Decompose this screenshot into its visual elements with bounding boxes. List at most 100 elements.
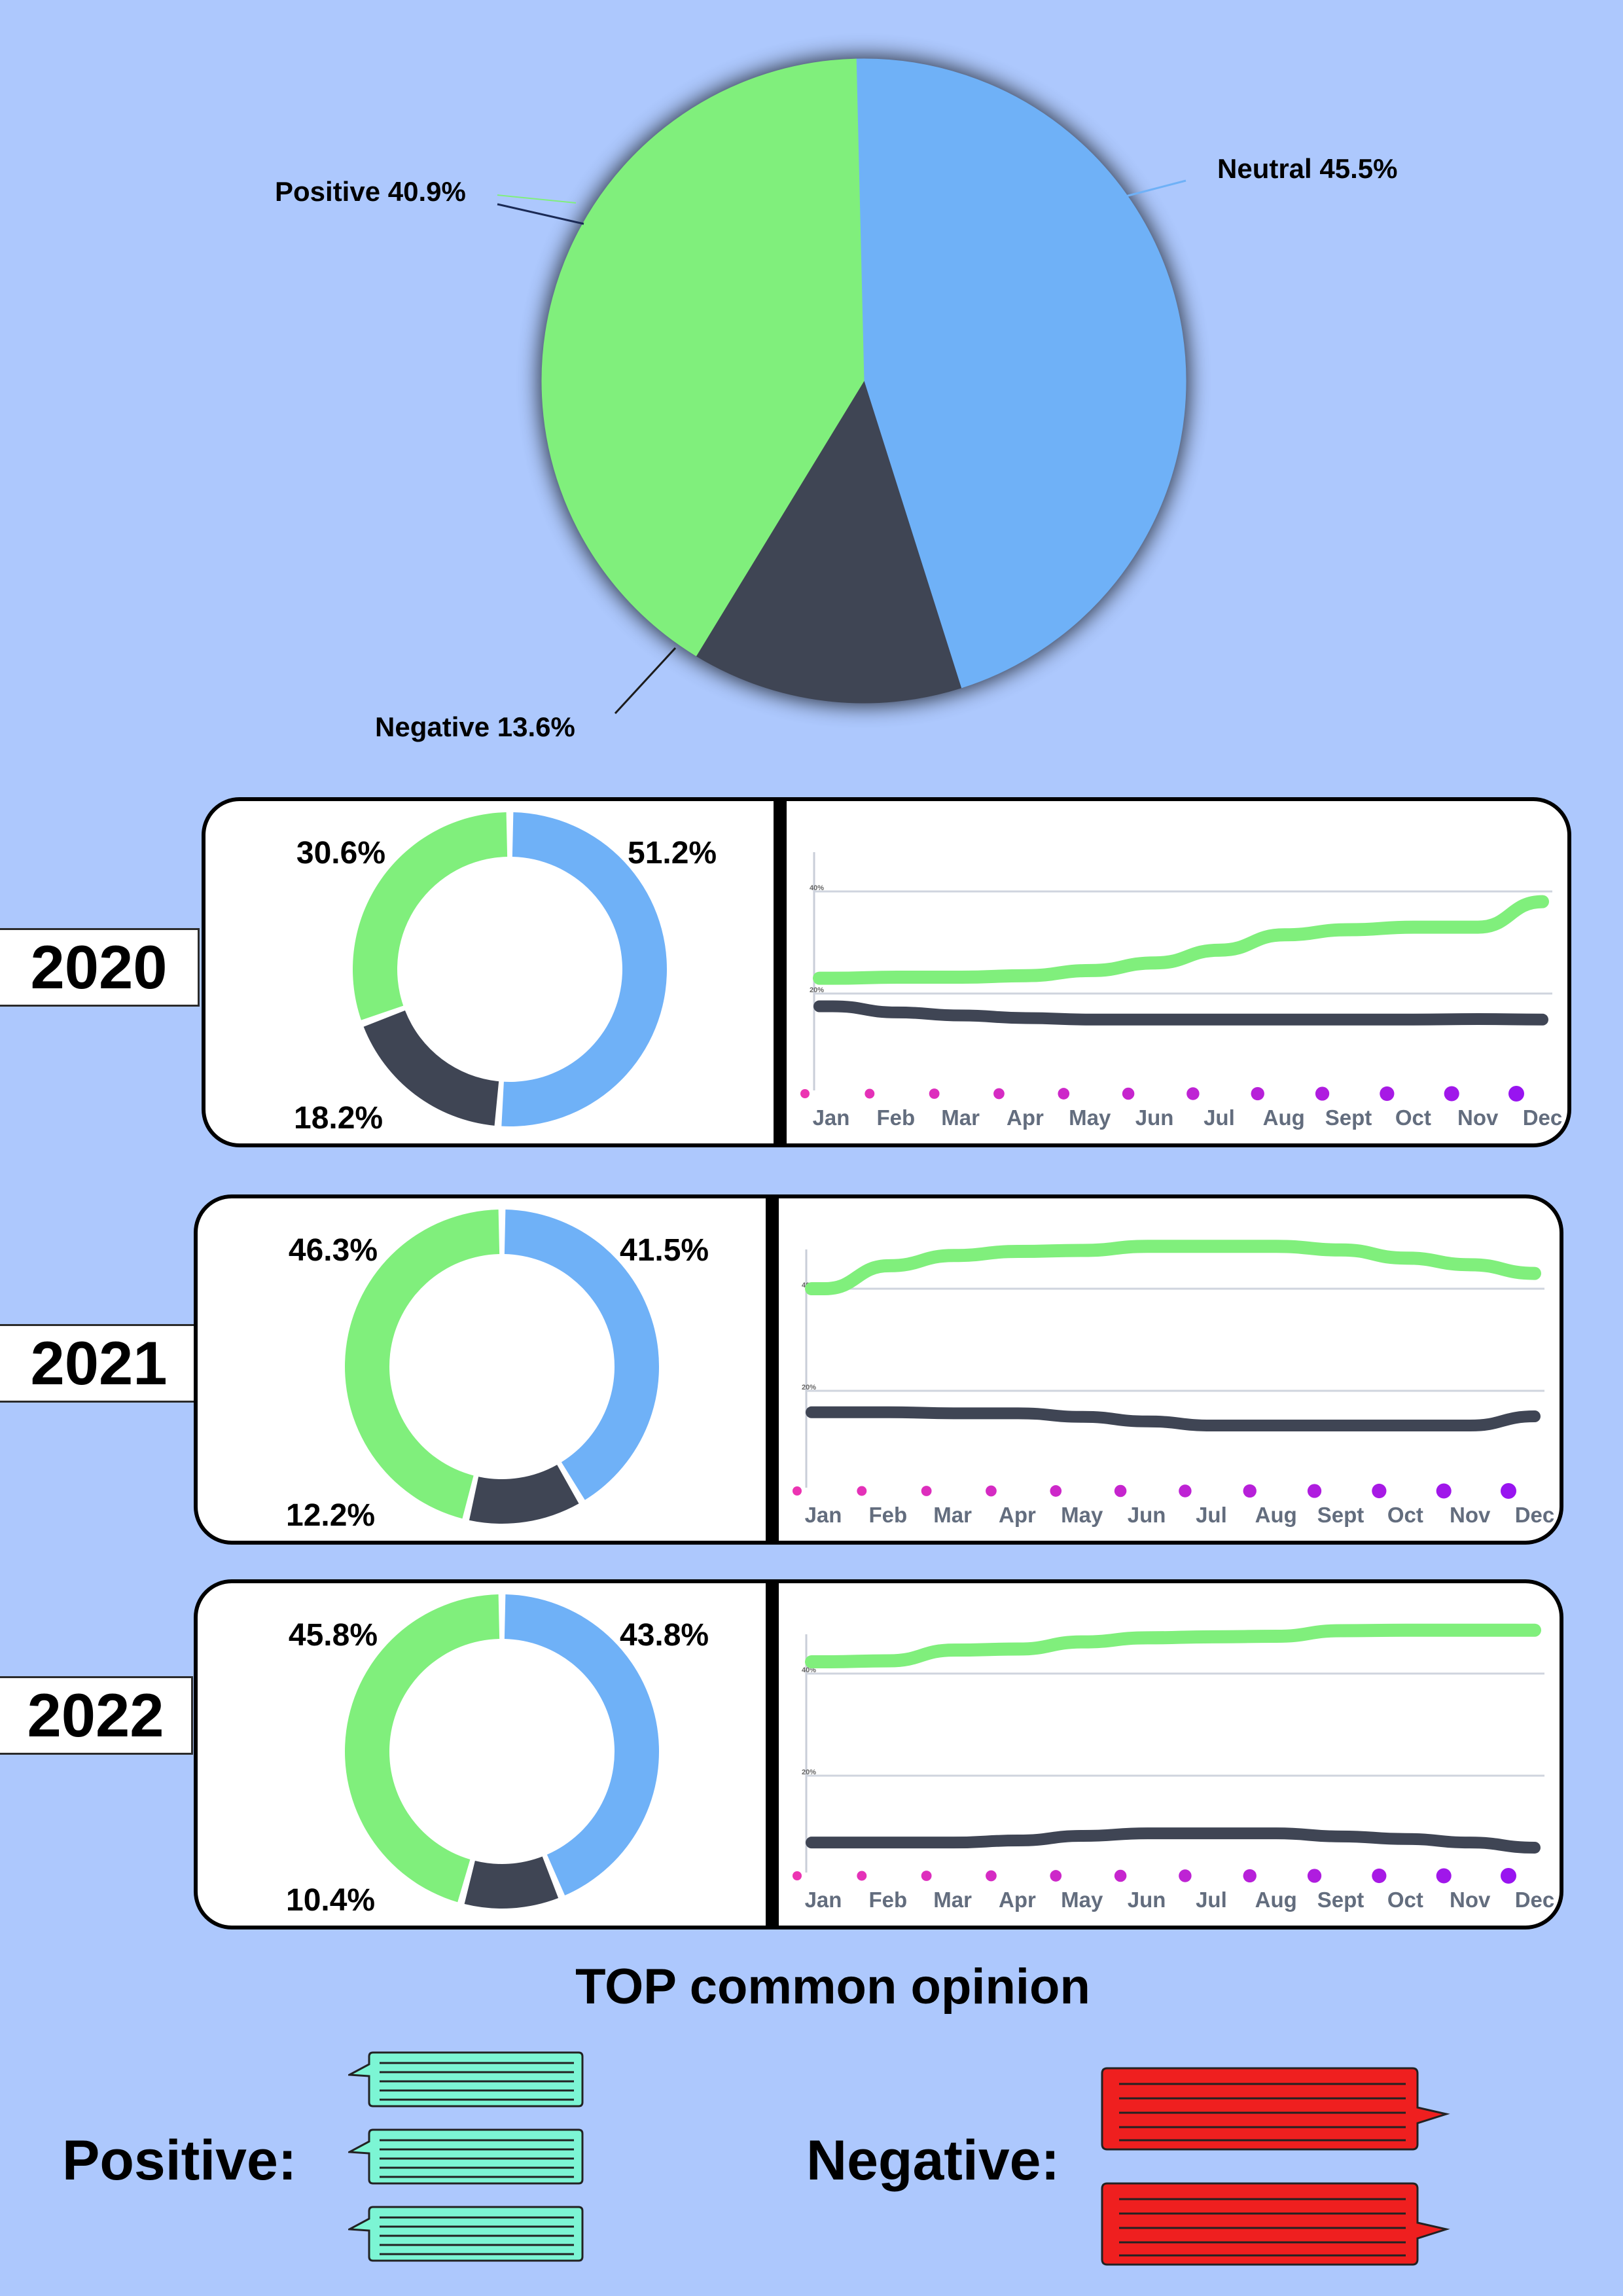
x-marker-dot (929, 1088, 940, 1099)
x-tick-label: Feb (868, 1888, 907, 1912)
x-tick-label: Jul (1204, 1105, 1235, 1130)
x-marker-dot (1186, 1087, 1200, 1100)
x-marker-dot (1372, 1868, 1387, 1884)
x-marker-dot (1380, 1086, 1395, 1102)
donut-label-positive: 30.6% (296, 836, 385, 870)
x-marker-dot (1501, 1868, 1516, 1884)
donut-chart-2022: 43.8% 10.4% 45.8% (286, 1594, 709, 1918)
pie-label-positive: Positive 40.9% (275, 176, 466, 207)
x-marker-dot (921, 1871, 932, 1881)
donut-label-positive: 46.3% (289, 1233, 378, 1268)
year-label-2022: 2022 (0, 1676, 193, 1755)
donut-label-negative: 18.2% (294, 1101, 383, 1136)
x-marker-dot (986, 1485, 997, 1497)
x-tick-label: May (1061, 1888, 1103, 1912)
donut-segment-positive (344, 1594, 500, 1903)
x-tick-label: Oct (1387, 1503, 1423, 1527)
pie-leader-positive (497, 203, 584, 225)
x-tick-label: Jul (1196, 1888, 1227, 1912)
negative-comment-bubble (1101, 2182, 1450, 2266)
line-series-positive (805, 1240, 1541, 1295)
donut-segment-negative (464, 1856, 559, 1909)
x-marker-dot (1243, 1869, 1257, 1883)
donut-segment-positive (352, 812, 508, 1020)
x-tick-label: Jun (1128, 1888, 1166, 1912)
donut-segment-neutral (501, 812, 667, 1126)
x-tick-label: Dec (1515, 1888, 1555, 1912)
x-tick-label: Apr (999, 1503, 1036, 1527)
opinion-title: TOP common opinion (575, 1959, 1090, 2015)
negative-opinion-label: Negative: (806, 2129, 1060, 2192)
donut-label-neutral: 41.5% (620, 1233, 709, 1268)
line-chart-2021: 40%20%Jan Feb Mar Apr May Jun Jul Aug Sept Oct Nov… (793, 1240, 1555, 1527)
pie-label-negative: Negative 13.6% (375, 711, 575, 742)
line-series-negative (806, 1827, 1541, 1854)
x-tick-label: Feb (876, 1105, 915, 1130)
x-tick-label: Dec (1523, 1105, 1563, 1130)
pie-leader-positive-light (497, 194, 577, 204)
x-marker-dot (800, 1089, 810, 1098)
x-marker-dot (857, 1871, 867, 1881)
main-pie-chart: Positive 40.9% Neutral 45.5% Negative 13… (275, 56, 1397, 742)
positive-comment-bubble (348, 2128, 584, 2185)
y-tick-label: 20% (802, 1768, 816, 1776)
line-series-negative (806, 1406, 1541, 1432)
positive-comment-bubble (348, 2206, 584, 2262)
x-marker-dot (1501, 1483, 1516, 1499)
x-marker-dot (1179, 1484, 1192, 1498)
donut-label-neutral: 51.2% (628, 836, 717, 870)
pie-slice-neutral (855, 58, 1186, 689)
x-tick-label: Apr (999, 1888, 1036, 1912)
x-marker-dot (793, 1871, 802, 1880)
pie-label-neutral: Neutral 45.5% (1217, 153, 1397, 184)
x-tick-label: Nov (1450, 1503, 1491, 1527)
x-marker-dot (1436, 1868, 1452, 1884)
x-marker-dot (921, 1486, 932, 1496)
year-card-2020: 51.2% 18.2% 30.6% 40% 20% Jan Feb Mar Apr May Jun… (202, 797, 1571, 1147)
donut-label-positive: 45.8% (289, 1618, 378, 1653)
donut-chart-2021: 41.5% 12.2% 46.3% (286, 1210, 709, 1533)
x-tick-label: Oct (1395, 1105, 1431, 1130)
x-marker-dot (1122, 1087, 1135, 1100)
donut-segment-positive (344, 1210, 500, 1519)
x-tick-label: Aug (1255, 1888, 1297, 1912)
year-label-2021: 2021 (0, 1324, 200, 1403)
year-card-2021: 41.5% 12.2% 46.3% 40% 20% Jan Feb Mar Apr May Jun… (194, 1194, 1563, 1545)
x-marker-dot (1436, 1483, 1452, 1499)
x-marker-dot (1251, 1086, 1264, 1101)
y-tick-label: 20% (810, 986, 824, 994)
line-chart-2020: 40% 20% Jan Feb Mar Apr May Jun Jul Aug Sept Oct Nov… (800, 852, 1563, 1130)
x-marker-dot (1315, 1086, 1330, 1101)
x-marker-dot (1179, 1869, 1192, 1882)
x-tick-label: Dec (1515, 1503, 1555, 1527)
x-marker-dot (793, 1486, 802, 1496)
x-tick-label: Jul (1196, 1503, 1227, 1527)
pie-slice-negative (696, 380, 962, 704)
x-marker-dot (1307, 1869, 1322, 1883)
x-marker-dot (1372, 1483, 1387, 1499)
x-tick-label: Sept (1317, 1888, 1364, 1912)
x-marker-dot (986, 1870, 997, 1882)
x-tick-label: May (1061, 1503, 1103, 1527)
x-tick-label: Sept (1325, 1105, 1372, 1130)
donut-segment-neutral (504, 1594, 660, 1895)
x-tick-label: Sept (1317, 1503, 1364, 1527)
x-tick-label: Mar (933, 1888, 972, 1912)
x-tick-label: Nov (1450, 1888, 1491, 1912)
x-tick-label: Oct (1387, 1888, 1423, 1912)
x-tick-label: Nov (1457, 1105, 1499, 1130)
x-marker-dot (1050, 1485, 1062, 1497)
pie-slice-positive (541, 58, 865, 656)
x-tick-label: Jun (1135, 1105, 1174, 1130)
x-marker-dot (1114, 1484, 1127, 1498)
card-divider (766, 1583, 779, 1926)
positive-opinion-label: Positive: (62, 2129, 297, 2192)
x-marker-dot (1058, 1088, 1070, 1100)
donut-label-neutral: 43.8% (620, 1618, 709, 1653)
x-marker-dot (857, 1486, 867, 1496)
x-tick-label: Mar (933, 1503, 972, 1527)
x-tick-label: Feb (868, 1503, 907, 1527)
line-series-negative (813, 1000, 1548, 1026)
donut-segment-negative (363, 1010, 499, 1126)
x-tick-label: Aug (1263, 1105, 1305, 1130)
